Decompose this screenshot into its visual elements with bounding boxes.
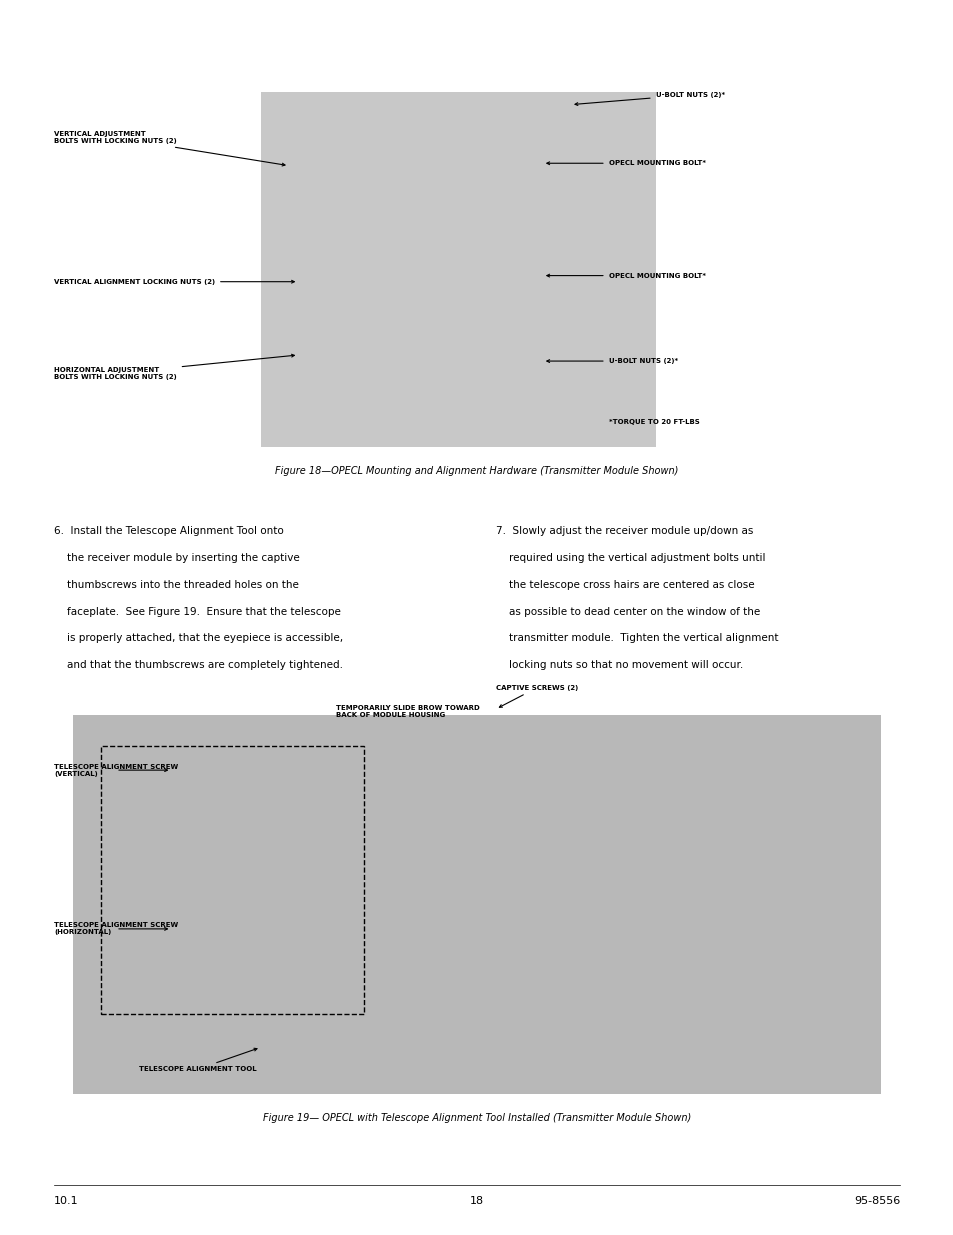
Text: 6.  Install the Telescope Alignment Tool onto: 6. Install the Telescope Alignment Tool … — [54, 526, 283, 536]
Text: as possible to dead center on the window of the: as possible to dead center on the window… — [496, 606, 760, 616]
Text: 7.  Slowly adjust the receiver module up/down as: 7. Slowly adjust the receiver module up/… — [496, 526, 752, 536]
Text: the telescope cross hairs are centered as close: the telescope cross hairs are centered a… — [496, 579, 754, 589]
Text: U-BOLT NUTS (2)*: U-BOLT NUTS (2)* — [546, 358, 677, 364]
Text: HORIZONTAL ADJUSTMENT
BOLTS WITH LOCKING NUTS (2): HORIZONTAL ADJUSTMENT BOLTS WITH LOCKING… — [54, 354, 294, 380]
Text: Figure 19— OPECL with Telescope Alignment Tool Installed (Transmitter Module Sho: Figure 19— OPECL with Telescope Alignmen… — [263, 1113, 690, 1123]
Text: the receiver module by inserting the captive: the receiver module by inserting the cap… — [54, 553, 299, 563]
Text: TELESCOPE ALIGNMENT SCREW
(HORIZONTAL): TELESCOPE ALIGNMENT SCREW (HORIZONTAL) — [54, 923, 178, 935]
Text: is properly attached, that the eyepiece is accessible,: is properly attached, that the eyepiece … — [54, 634, 343, 643]
Text: required using the vertical adjustment bolts until: required using the vertical adjustment b… — [496, 553, 764, 563]
Text: locking nuts so that no movement will occur.: locking nuts so that no movement will oc… — [496, 661, 742, 671]
Text: 18: 18 — [470, 1197, 483, 1207]
Text: faceplate.  See Figure 19.  Ensure that the telescope: faceplate. See Figure 19. Ensure that th… — [54, 606, 340, 616]
Text: *TORQUE TO 20 FT-LBS: *TORQUE TO 20 FT-LBS — [608, 419, 699, 425]
Text: 95-8556: 95-8556 — [853, 1197, 899, 1207]
Bar — [260, 93, 655, 447]
Text: and that the thumbscrews are completely tightened.: and that the thumbscrews are completely … — [54, 661, 342, 671]
Text: VERTICAL ADJUSTMENT
BOLTS WITH LOCKING NUTS (2): VERTICAL ADJUSTMENT BOLTS WITH LOCKING N… — [54, 131, 285, 165]
Text: CAPTIVE SCREWS (2): CAPTIVE SCREWS (2) — [496, 684, 578, 708]
Text: TEMPORARILY SLIDE BROW TOWARD
BACK OF MODULE HOUSING: TEMPORARILY SLIDE BROW TOWARD BACK OF MO… — [335, 705, 479, 718]
Text: OPECL MOUNTING BOLT*: OPECL MOUNTING BOLT* — [546, 273, 705, 279]
Bar — [72, 715, 881, 1094]
Text: 10.1: 10.1 — [54, 1197, 78, 1207]
Text: OPECL MOUNTING BOLT*: OPECL MOUNTING BOLT* — [546, 161, 705, 167]
Text: VERTICAL ALIGNMENT LOCKING NUTS (2): VERTICAL ALIGNMENT LOCKING NUTS (2) — [54, 279, 294, 285]
Text: thumbscrews into the threaded holes on the: thumbscrews into the threaded holes on t… — [54, 579, 298, 589]
Text: Figure 18—OPECL Mounting and Alignment Hardware (Transmitter Module Shown): Figure 18—OPECL Mounting and Alignment H… — [275, 466, 678, 475]
Text: TELESCOPE ALIGNMENT TOOL: TELESCOPE ALIGNMENT TOOL — [138, 1049, 256, 1072]
Text: transmitter module.  Tighten the vertical alignment: transmitter module. Tighten the vertical… — [496, 634, 778, 643]
Text: U-BOLT NUTS (2)*: U-BOLT NUTS (2)* — [575, 91, 724, 105]
Bar — [101, 746, 364, 1014]
Text: TELESCOPE ALIGNMENT SCREW
(VERTICAL): TELESCOPE ALIGNMENT SCREW (VERTICAL) — [54, 763, 178, 777]
